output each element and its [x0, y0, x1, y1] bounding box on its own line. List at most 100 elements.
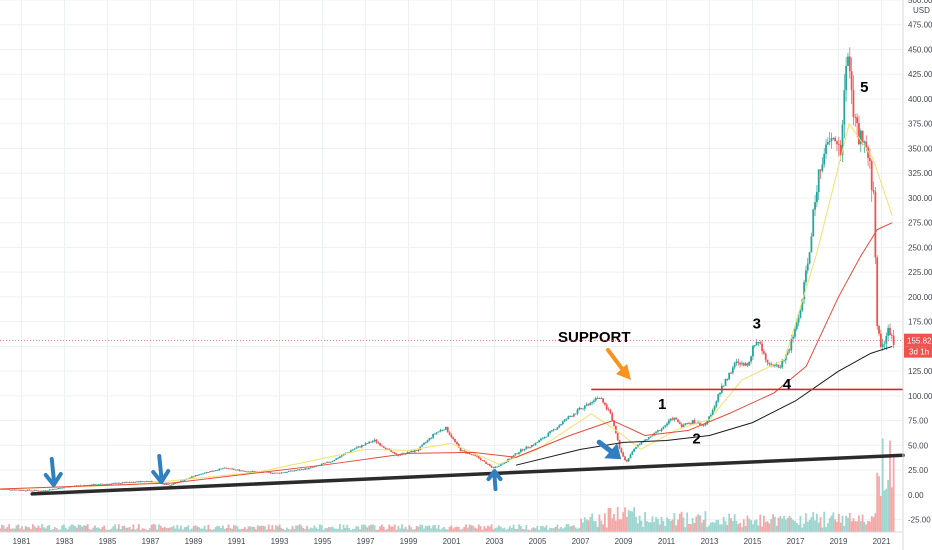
candle-body — [443, 429, 445, 431]
volume-bar — [141, 528, 144, 532]
volume-bar — [35, 527, 38, 532]
candle-body — [271, 473, 274, 474]
volume-bar — [454, 527, 456, 532]
volume-bar — [267, 524, 270, 532]
candle-body — [839, 144, 842, 156]
candle-body — [384, 447, 387, 450]
volume-bar — [688, 523, 690, 532]
candle-body — [190, 476, 193, 478]
volume-bar — [708, 525, 710, 532]
candle-body — [607, 409, 610, 410]
year-tick-label: 1993 — [271, 537, 289, 546]
candle-body — [609, 409, 612, 414]
candle-body — [678, 422, 681, 425]
candle-body — [339, 456, 341, 458]
volume-bar — [832, 512, 835, 532]
candle-body — [574, 413, 577, 415]
volume-bar — [410, 527, 413, 532]
candle-body — [689, 423, 692, 425]
volume-bar — [368, 525, 371, 532]
candle-body — [455, 441, 458, 444]
candle-body — [768, 362, 771, 365]
volume-bar — [788, 515, 791, 532]
candle-body — [578, 407, 581, 410]
candle-body — [826, 142, 829, 145]
candle-body — [452, 437, 455, 439]
candle-body — [10, 489, 12, 491]
price-tick-label: 25.00 — [908, 466, 929, 475]
volume-bar — [300, 525, 303, 532]
volume-bar — [169, 527, 171, 532]
price-series — [0, 47, 895, 492]
volume-bar — [657, 518, 659, 532]
candle-body — [850, 71, 853, 91]
volume-bar — [518, 524, 520, 532]
volume-bar — [353, 528, 356, 532]
volume-bar — [190, 528, 193, 532]
candle-body — [423, 442, 425, 445]
volume-bar — [861, 514, 864, 532]
volume-bar — [139, 529, 142, 532]
volume-bar — [339, 524, 341, 532]
candle-body — [890, 335, 893, 337]
volume-bar — [450, 525, 453, 532]
year-tick-label: 1997 — [357, 537, 375, 546]
candle-body — [390, 449, 392, 452]
candle-body — [843, 90, 846, 125]
volume-bar — [748, 518, 751, 532]
volume-bar — [74, 525, 76, 532]
candle-body — [622, 452, 625, 457]
volume-bar — [640, 520, 643, 532]
candle-body — [298, 469, 301, 471]
candle-body — [664, 425, 667, 427]
candle-body — [428, 437, 431, 441]
volume-bar — [826, 523, 829, 532]
volume-bar — [152, 524, 155, 532]
volume-bar — [344, 527, 347, 532]
volume-bar — [382, 526, 385, 532]
candle-body — [410, 450, 413, 453]
volume-bar — [194, 525, 197, 532]
candle-body — [304, 468, 307, 470]
candle-body — [620, 448, 623, 453]
candle-body — [538, 440, 541, 443]
volume-bar — [757, 525, 760, 532]
volume-bar — [401, 524, 403, 532]
candle-body — [841, 124, 844, 156]
volume-bar — [134, 529, 137, 532]
volume-bar — [75, 527, 78, 532]
volume-bar — [121, 525, 124, 532]
volume-bar — [63, 524, 65, 532]
volume-bar — [72, 524, 74, 532]
candle-body — [770, 364, 773, 365]
year-tick-label: 2005 — [529, 537, 547, 546]
volume-bar — [744, 526, 747, 532]
candle-body — [795, 322, 798, 330]
last-price-tag — [904, 333, 932, 347]
volume-bar — [803, 523, 805, 532]
volume-bar — [808, 519, 811, 532]
volume-bar — [79, 525, 82, 532]
candle-body — [565, 419, 568, 420]
volume-bar — [706, 527, 709, 532]
candle-body — [286, 472, 288, 473]
candle-body — [33, 490, 36, 491]
volume-bar — [874, 513, 877, 532]
candle-body — [351, 449, 354, 451]
candle-body — [589, 402, 592, 405]
candle-body — [845, 65, 848, 91]
candle-body — [582, 408, 584, 410]
candle-body — [627, 458, 630, 462]
volume-bar — [287, 529, 290, 532]
candle-body — [466, 453, 469, 454]
candle-body — [572, 414, 575, 417]
candle-body — [295, 470, 297, 472]
candle-body — [388, 448, 391, 450]
volume-bar — [589, 516, 592, 532]
volume-bar — [523, 529, 526, 532]
candle-body — [61, 487, 64, 489]
candle-body — [353, 448, 356, 450]
candle-body — [357, 446, 360, 448]
candle-body — [540, 438, 542, 441]
candle-body — [137, 481, 140, 483]
